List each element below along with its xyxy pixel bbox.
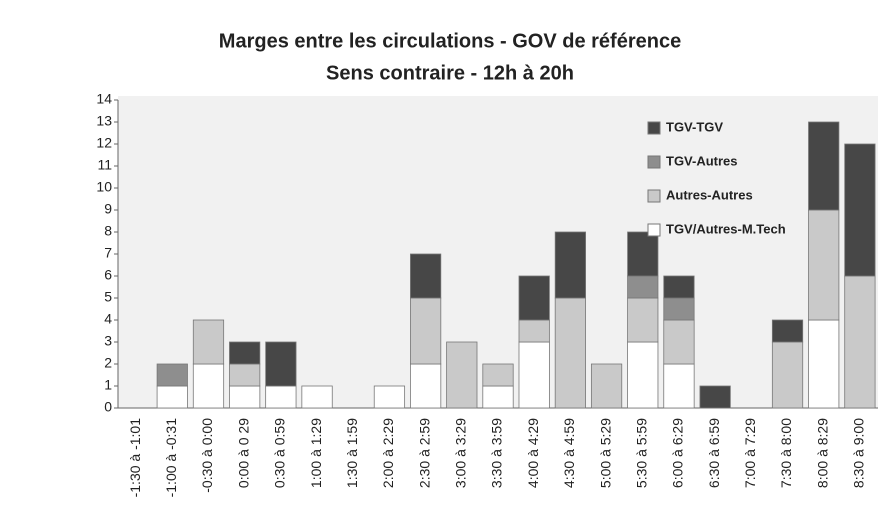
y-tick-label: 12 [96,135,112,151]
bar-segment [518,341,550,409]
bar-segment [590,363,623,409]
bar-segment [808,121,840,211]
bar-segment [156,363,188,387]
y-tick-label: 11 [97,157,112,173]
bar-segment [771,341,804,409]
legend-label: TGV/Autres-M.Tech [666,221,786,236]
bar-segment [808,319,840,409]
bar-segment [192,363,225,409]
y-tick-label: 3 [104,333,112,349]
bar-segment [229,363,261,387]
legend-label: Autres-Autres [666,187,753,202]
bar-segment [265,341,297,387]
x-tick-label: 7:30 à 8:00 [778,418,794,488]
legend-label: TGV-Autres [666,153,738,168]
x-tick-label: 1:00 à 1:29 [308,418,324,488]
x-tick-label: 4:00 à 4:29 [525,418,541,488]
legend-swatch [647,223,661,237]
bar-segment [229,385,261,409]
x-tick-label: 3:30 à 3:59 [489,418,505,488]
x-tick-label: 8:00 à 8:29 [814,418,830,488]
bar-segment [554,297,586,409]
y-tick-label: 4 [104,311,112,327]
bar-segment [410,253,442,299]
x-tick-label: 2:00 à 2:29 [380,418,396,488]
x-tick-label: 1:30 à 1:59 [344,418,360,488]
bar-segment [518,319,550,343]
bar-segment [554,231,586,299]
x-tick-label: -0:30 à 0:00 [199,418,215,493]
y-tick-label: 6 [104,267,112,283]
bar-segment [482,363,514,387]
bar-segment [627,297,659,343]
x-tick-label: 4:30 à 4:59 [561,418,577,488]
bar-segment [663,363,695,409]
y-tick-label: 7 [104,245,112,261]
y-tick-label: 14 [96,91,112,107]
bar-segment [627,275,659,299]
bar-segment [808,209,840,321]
chart-title: Marges entre les circulations - GOV de r… [219,30,681,52]
x-tick-label: 0:30 à 0:59 [272,418,288,488]
bar-segment [844,143,876,277]
bar-segment [410,363,442,409]
bar-segment [265,385,297,409]
bar-segment [229,341,261,365]
y-tick-label: 0 [104,399,112,415]
x-tick-label: -1:30 à -1:01 [127,418,143,498]
bar-segment [663,275,695,299]
x-tick-label: 6:30 à 6:59 [706,418,722,488]
y-tick-label: 2 [104,355,112,371]
bar-segment [446,341,478,409]
y-tick-label: 9 [104,201,112,217]
bar-segment [518,275,550,321]
legend-label: TGV-TGV [666,119,723,134]
x-tick-label: 6:00 à 6:29 [670,418,686,488]
x-tick-label: 3:00 à 3:29 [453,418,469,488]
bar-segment [301,385,333,409]
chart-subtitle: Sens contraire - 12h à 20h [326,62,574,84]
bar-segment [844,275,876,409]
x-tick-label: 0:00 à 0 29 [235,418,251,488]
legend-swatch [647,189,661,203]
bar-segment [192,319,225,365]
y-tick-label: 13 [96,113,112,129]
y-tick-label: 8 [104,223,112,239]
y-tick-label: 1 [104,377,112,393]
x-tick-label: 7:00 à 7:29 [742,418,758,488]
bar-segment [410,297,442,365]
bar-segment [699,385,731,409]
bar-segment [663,319,695,365]
x-tick-label: 2:30 à 2:59 [416,418,432,488]
bar-segment [627,231,659,277]
y-tick-label: 10 [96,179,112,195]
bar-segment [627,341,659,409]
bar-segment [771,319,804,343]
bar-segment [373,385,406,409]
x-tick-label: 5:30 à 5:59 [633,418,649,488]
bar-segment [156,385,188,409]
bar-segment [663,297,695,321]
x-tick-label: 5:00 à 5:29 [597,418,613,488]
legend-swatch [647,155,661,169]
y-tick-label: 5 [104,289,112,305]
x-tick-label: 8:30 à 9:00 [851,418,867,488]
legend-swatch [647,121,661,135]
bar-segment [482,385,514,409]
x-tick-label: -1:00 à -0:31 [163,418,179,498]
